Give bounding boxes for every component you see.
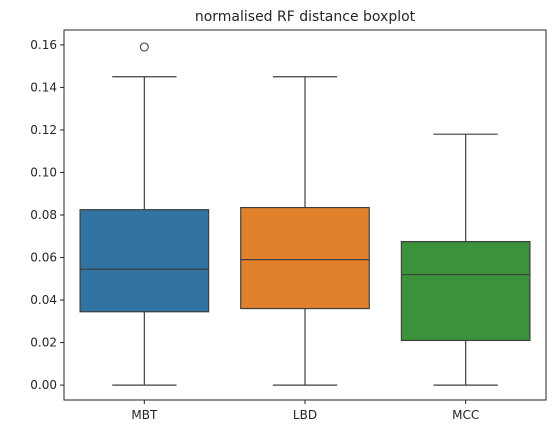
x-tick-label: MBT	[131, 408, 158, 422]
x-tick-label: LBD	[293, 408, 317, 422]
box-group-lbd	[240, 76, 370, 386]
box-mcc	[400, 240, 531, 342]
y-tick-label: 0.14	[30, 80, 57, 94]
box-group-mcc	[400, 133, 531, 386]
outlier-point	[139, 42, 149, 52]
box-mbt	[79, 209, 210, 313]
chart-title: normalised RF distance boxplot	[195, 9, 416, 25]
y-tick-label: 0.12	[30, 123, 57, 137]
y-tick-label: 0.06	[30, 251, 57, 265]
plot-area	[79, 42, 531, 386]
y-tick-label: 0.16	[30, 38, 57, 52]
y-tick-label: 0.02	[30, 336, 57, 350]
y-tick-label: 0.10	[30, 165, 57, 179]
x-axis: MBT LBD MCC	[131, 400, 479, 422]
y-tick-label: 0.08	[30, 208, 57, 222]
y-axis: 0.00 0.02 0.04 0.06 0.08 0.10 0.12 0.14 0.16	[30, 38, 64, 392]
y-tick-label: 0.00	[30, 378, 57, 392]
box-group-mbt	[79, 42, 210, 386]
y-tick-label: 0.04	[30, 293, 57, 307]
x-tick-label: MCC	[452, 408, 479, 422]
box-lbd	[240, 206, 370, 310]
